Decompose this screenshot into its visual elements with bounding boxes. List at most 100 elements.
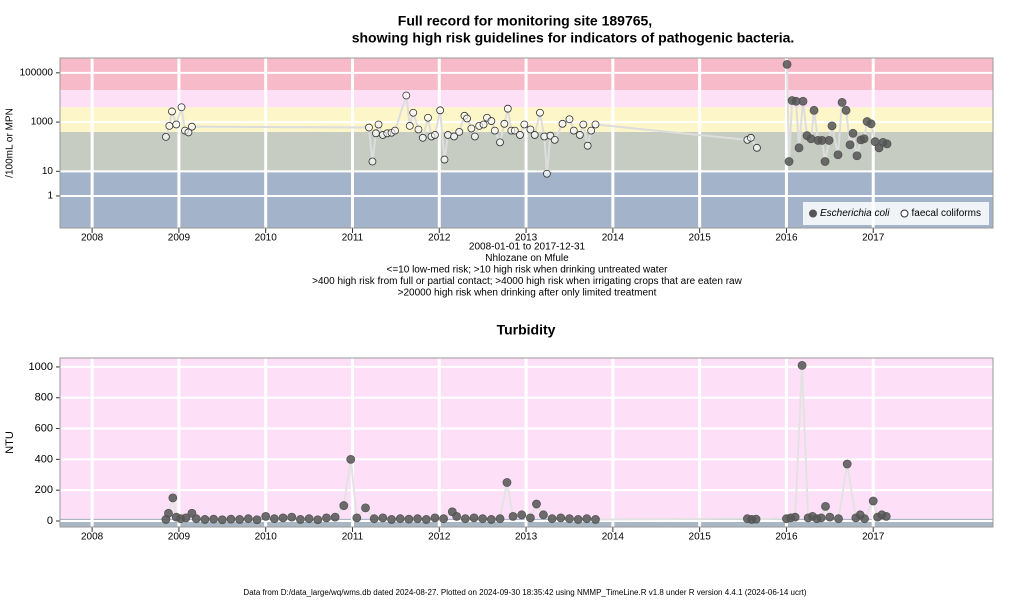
data-point (587, 126, 596, 135)
data-point (591, 515, 600, 524)
x-axis-label: >400 high risk from full or partial cont… (312, 276, 742, 287)
data-point (209, 514, 219, 524)
data-point (565, 115, 574, 124)
data-point (881, 511, 891, 521)
data-point (405, 121, 414, 130)
x-axis-label: Nhlozane on Mfule (485, 253, 569, 264)
data-point (243, 514, 253, 524)
data-point (848, 128, 858, 138)
data-point (452, 511, 462, 521)
data-point (809, 105, 819, 115)
legend-label: Escherichia coli (820, 208, 890, 219)
x-tick-label: 2009 (168, 233, 191, 244)
footer: Data from D:/data_large/wq/wms.db dated … (243, 588, 806, 597)
data-point (460, 514, 470, 524)
data-point (339, 501, 349, 510)
data-point (816, 513, 826, 523)
data-point (575, 131, 584, 139)
data-point (841, 105, 851, 115)
y-tick-label: 10 (42, 166, 54, 177)
x-tick-label: 2016 (775, 532, 798, 543)
data-point (479, 120, 488, 129)
data-point (421, 515, 431, 524)
data-point (168, 493, 178, 503)
data-point (439, 514, 449, 524)
data-point (882, 139, 892, 149)
data-point (821, 501, 830, 511)
data-point (510, 126, 519, 135)
data-point (798, 96, 808, 106)
data-point (478, 514, 488, 524)
data-point (378, 513, 388, 523)
data-point (486, 515, 496, 524)
chart-title: showing high risk guidelines for indicat… (352, 30, 795, 46)
data-point (860, 514, 869, 524)
data-point (591, 120, 600, 129)
data-point (181, 513, 191, 523)
data-point (539, 510, 548, 520)
data-point (387, 515, 396, 524)
data-point (753, 143, 761, 152)
data-point (495, 514, 505, 524)
data-point (161, 133, 170, 141)
data-point (463, 114, 471, 123)
x-tick-label: 2011 (342, 532, 364, 543)
data-point (404, 514, 414, 524)
data-point (177, 103, 186, 112)
data-point (520, 120, 529, 129)
data-point (526, 513, 535, 523)
data-point (842, 459, 852, 469)
plot-frame (59, 57, 994, 229)
x-tick-label: 2017 (862, 532, 885, 543)
data-point (496, 138, 504, 147)
data-point (582, 514, 592, 524)
x-tick-label: 2009 (168, 532, 191, 543)
x-tick-label: 2012 (428, 532, 451, 543)
y-tick-label: 1000 (29, 361, 53, 373)
data-point (825, 512, 835, 522)
data-point (583, 141, 592, 150)
data-point (556, 513, 566, 523)
data-point (467, 124, 476, 133)
data-point (565, 514, 574, 524)
data-point (503, 104, 512, 113)
data-point (542, 169, 551, 178)
data-point (573, 515, 583, 524)
data-point (746, 133, 755, 142)
x-tick-label: 2014 (602, 532, 625, 543)
x-tick-label: 2014 (602, 233, 625, 244)
data-point (391, 126, 399, 135)
data-point (751, 514, 761, 524)
y-tick-label: 200 (35, 484, 53, 496)
x-tick-label: 2016 (775, 233, 798, 244)
data-point (436, 106, 445, 115)
data-point (820, 157, 830, 166)
data-point (833, 150, 843, 160)
data-point (322, 513, 331, 523)
data-point (191, 514, 201, 524)
y-tick-label: 400 (35, 453, 53, 465)
data-point (287, 512, 297, 522)
data-point (558, 119, 567, 128)
data-point (790, 512, 800, 522)
data-point (579, 120, 588, 129)
x-tick-label: 2015 (689, 233, 712, 244)
data-point (261, 511, 271, 521)
data-point (550, 135, 559, 144)
y-axis-label: NTU (4, 431, 16, 454)
data-point (517, 510, 527, 520)
y-tick-label: 1000 (31, 117, 54, 128)
data-point (827, 121, 837, 131)
x-axis-label: >20000 high risk when drinking after onl… (398, 288, 657, 299)
y-tick-label: 100000 (20, 67, 54, 78)
data-point (235, 515, 245, 524)
x-tick-label: 2012 (428, 233, 451, 244)
data-point (824, 136, 834, 145)
data-point (469, 513, 479, 523)
data-point (395, 514, 405, 524)
data-point (304, 514, 314, 524)
data-point (269, 514, 279, 524)
data-point (165, 121, 174, 130)
legend-marker (809, 209, 817, 218)
